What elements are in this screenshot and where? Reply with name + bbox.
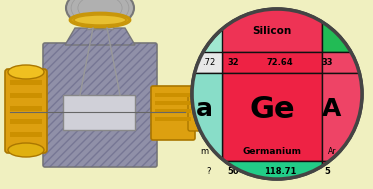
Text: 50: 50 bbox=[227, 167, 239, 176]
FancyBboxPatch shape bbox=[5, 69, 47, 153]
FancyBboxPatch shape bbox=[43, 43, 157, 167]
Text: ?: ? bbox=[207, 167, 211, 176]
Bar bbox=[10, 80, 42, 85]
Text: 32: 32 bbox=[227, 58, 239, 67]
Ellipse shape bbox=[8, 65, 44, 79]
Bar bbox=[10, 119, 42, 124]
Text: Ge: Ge bbox=[249, 94, 295, 123]
Bar bbox=[222, 73, 322, 161]
FancyBboxPatch shape bbox=[151, 86, 195, 140]
Bar bbox=[155, 93, 191, 97]
Text: 33: 33 bbox=[321, 58, 333, 67]
Circle shape bbox=[192, 9, 362, 179]
Bar bbox=[10, 106, 42, 111]
Bar bbox=[192, 161, 222, 181]
Text: A: A bbox=[322, 97, 342, 121]
Bar bbox=[155, 101, 191, 105]
FancyBboxPatch shape bbox=[206, 102, 222, 124]
Bar bbox=[222, 52, 322, 73]
Text: Ar: Ar bbox=[328, 146, 336, 156]
Bar bbox=[322, 52, 362, 73]
Polygon shape bbox=[65, 28, 135, 45]
FancyBboxPatch shape bbox=[188, 95, 212, 131]
Ellipse shape bbox=[70, 13, 130, 27]
Text: Germanium: Germanium bbox=[242, 146, 301, 156]
Text: Silicon: Silicon bbox=[253, 26, 292, 36]
Bar bbox=[322, 73, 362, 161]
Ellipse shape bbox=[66, 0, 134, 28]
Bar bbox=[222, 161, 322, 181]
Ellipse shape bbox=[74, 15, 126, 25]
Text: m: m bbox=[200, 146, 208, 156]
Text: a: a bbox=[195, 97, 213, 121]
Text: 5: 5 bbox=[324, 167, 330, 176]
Bar bbox=[192, 52, 222, 73]
Bar bbox=[192, 73, 222, 161]
Text: .72: .72 bbox=[203, 58, 216, 67]
Bar bbox=[322, 161, 362, 181]
Bar bbox=[155, 117, 191, 121]
Bar bbox=[155, 109, 191, 113]
Ellipse shape bbox=[8, 143, 44, 157]
Bar bbox=[222, 9, 322, 52]
Bar bbox=[10, 93, 42, 98]
Bar bbox=[10, 132, 42, 137]
Text: 72.64: 72.64 bbox=[267, 58, 293, 67]
Bar bbox=[87, 5, 113, 29]
Text: 118.71: 118.71 bbox=[264, 167, 296, 176]
Bar bbox=[63, 95, 135, 130]
Bar bbox=[322, 9, 362, 52]
